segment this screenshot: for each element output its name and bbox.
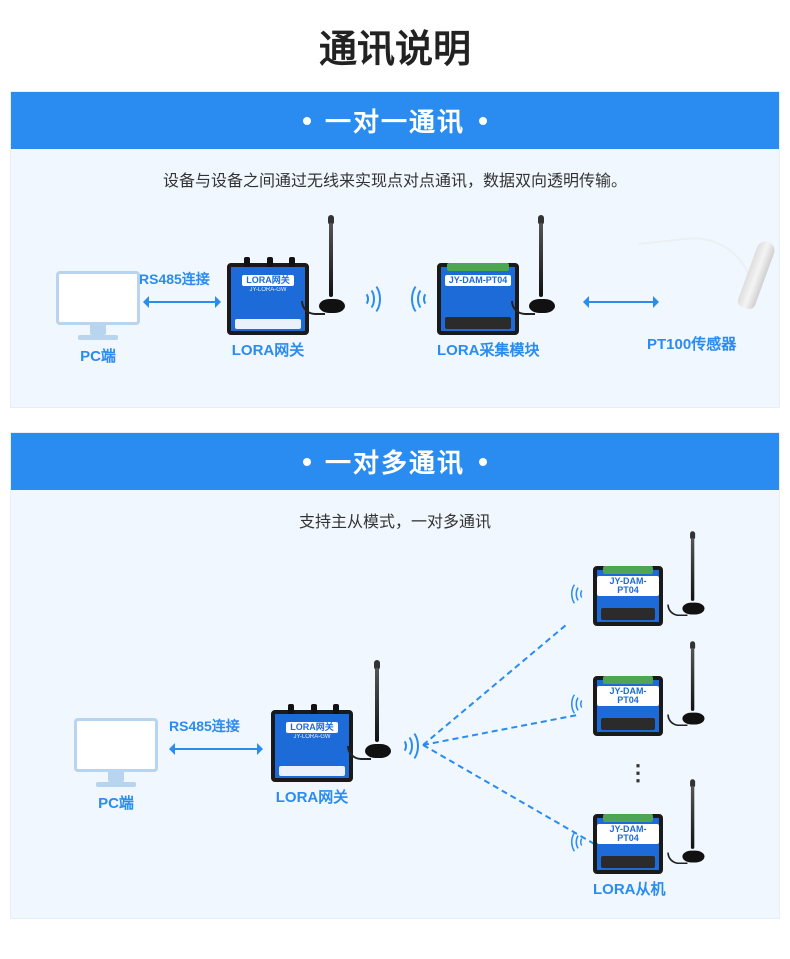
gateway-subtext: JY-LORA-GW xyxy=(293,734,330,740)
section-p2p-header: 一对一通讯 xyxy=(11,92,779,149)
antenna-icon xyxy=(679,648,708,725)
label-sensor: PT100传感器 xyxy=(647,333,736,354)
wave-icon xyxy=(359,279,387,319)
dashed-link xyxy=(422,625,566,746)
module-text: JY-DAM-PT04 xyxy=(597,576,659,596)
wave-icon xyxy=(405,279,433,319)
node-pc: PC端 xyxy=(53,271,143,366)
label-pc: PC端 xyxy=(53,345,143,366)
gateway-icon: LORA网关 JY-LORA-GW xyxy=(271,710,353,782)
wave-icon xyxy=(397,726,425,766)
label-pc: PC端 xyxy=(71,792,161,813)
dot-icon xyxy=(479,117,487,125)
pc-icon xyxy=(53,271,143,341)
node-gateway: LORA网关 JY-LORA-GW LORA网关 xyxy=(227,263,309,360)
node-slave: JY-DAM-PT04 xyxy=(593,676,663,736)
gateway-icon: LORA网关 JY-LORA-GW xyxy=(227,263,309,335)
arrow-pc-gateway xyxy=(173,748,259,750)
module-icon: JY-DAM-PT04 xyxy=(437,263,519,335)
page-title: 通讯说明 xyxy=(0,0,790,91)
node-slave: JY-DAM-PT04 LORA从机 xyxy=(593,814,666,899)
section-p2p: 一对一通讯 设备与设备之间通过无线来实现点对点通讯，数据双向透明传输。 PC端 … xyxy=(10,91,780,408)
antenna-icon xyxy=(679,538,708,615)
module-text: JY-DAM-PT04 xyxy=(445,275,512,286)
vdots-icon: ⋮ xyxy=(627,760,651,786)
node-sensor: PT100传感器 xyxy=(647,237,736,354)
label-rs485: RS485连接 xyxy=(169,716,240,736)
dot-icon xyxy=(303,458,311,466)
section-p2m-header: 一对多通讯 xyxy=(11,433,779,490)
diagram-p2m: PC端 RS485连接 LORA网关 JY-LORA-GW LORA网关 xyxy=(11,538,779,918)
gateway-text: LORA网关 xyxy=(286,722,338,733)
section-p2m-title: 一对多通讯 xyxy=(325,443,465,480)
label-gateway: LORA网关 xyxy=(227,339,309,360)
antenna-icon xyxy=(525,223,559,313)
wave-icon xyxy=(567,689,588,719)
wave-icon xyxy=(567,579,588,609)
module-icon: JY-DAM-PT04 xyxy=(593,814,663,874)
wave-icon xyxy=(567,827,588,857)
diagram-p2p: PC端 RS485连接 LORA网关 JY-LORA-GW LORA网关 JY-… xyxy=(11,197,779,407)
arrow-pc-gateway xyxy=(147,301,217,303)
section-p2m: 一对多通讯 支持主从模式，一对多通讯 PC端 RS485连接 LORA网关 JY… xyxy=(10,432,780,919)
label-rs485: RS485连接 xyxy=(139,269,210,289)
gateway-subtext: JY-LORA-GW xyxy=(249,287,286,293)
dashed-link xyxy=(423,714,577,746)
node-gateway: LORA网关 JY-LORA-GW LORA网关 xyxy=(271,710,353,807)
label-slave: LORA从机 xyxy=(593,878,666,899)
section-p2p-desc: 设备与设备之间通过无线来实现点对点通讯，数据双向透明传输。 xyxy=(11,149,779,197)
gateway-text: LORA网关 xyxy=(242,275,294,286)
probe-icon xyxy=(647,237,777,327)
dot-icon xyxy=(479,458,487,466)
dot-icon xyxy=(303,117,311,125)
module-icon: JY-DAM-PT04 xyxy=(593,566,663,626)
antenna-icon xyxy=(315,223,349,313)
antenna-icon xyxy=(679,786,708,863)
module-text: JY-DAM-PT04 xyxy=(597,686,659,706)
pc-icon xyxy=(71,718,161,788)
label-gateway: LORA网关 xyxy=(271,786,353,807)
node-slave: JY-DAM-PT04 xyxy=(593,566,663,626)
antenna-icon xyxy=(361,668,395,758)
module-icon: JY-DAM-PT04 xyxy=(593,676,663,736)
label-module: LORA采集模块 xyxy=(437,339,540,360)
section-p2m-desc: 支持主从模式，一对多通讯 xyxy=(11,490,779,538)
section-p2p-title: 一对一通讯 xyxy=(325,102,465,139)
module-text: JY-DAM-PT04 xyxy=(597,824,659,844)
node-pc: PC端 xyxy=(71,718,161,813)
